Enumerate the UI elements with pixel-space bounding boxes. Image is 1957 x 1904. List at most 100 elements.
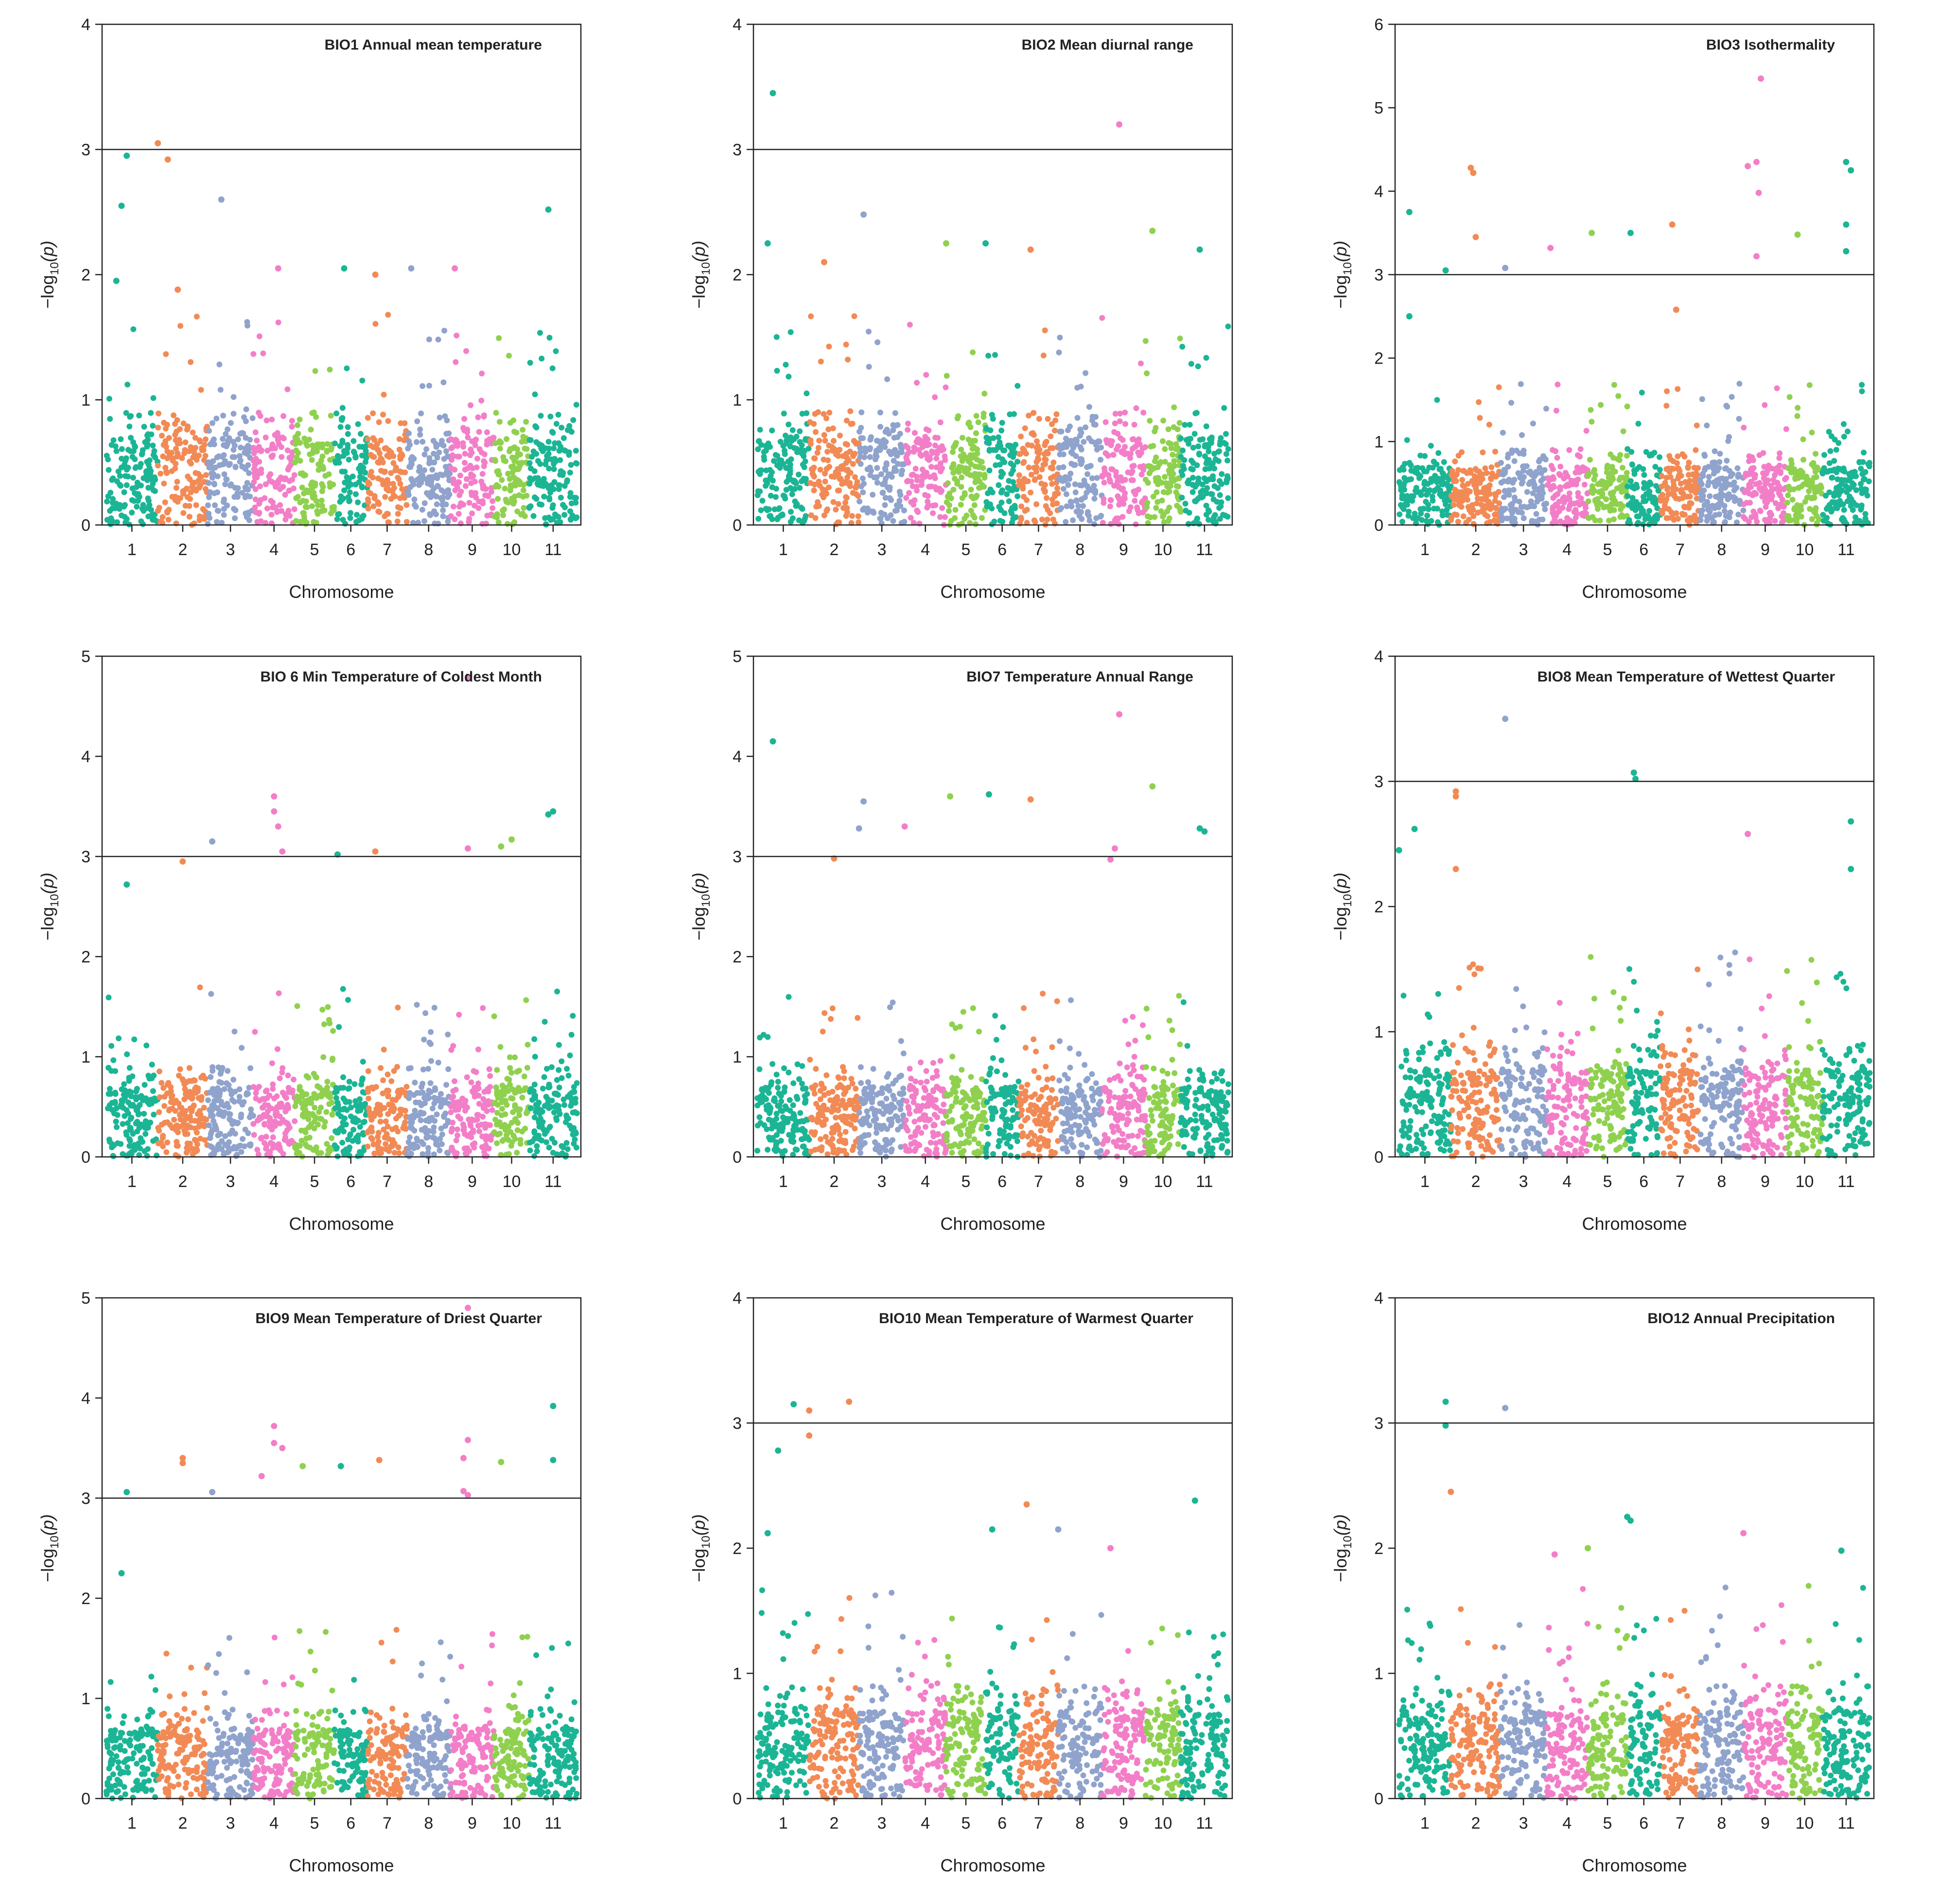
snp-point <box>1218 435 1224 441</box>
snp-point <box>1008 460 1014 467</box>
snp-point <box>933 464 940 471</box>
peak-point <box>408 265 415 272</box>
x-tick-label: 2 <box>829 541 839 559</box>
snp-point <box>341 487 348 493</box>
snp-point <box>266 473 272 479</box>
snp-point <box>143 1095 149 1101</box>
snp-point <box>1098 456 1104 463</box>
snp-point <box>933 455 940 462</box>
snp-point <box>1001 459 1008 465</box>
snp-point <box>545 451 552 457</box>
x-tick-label: 9 <box>468 541 477 559</box>
snp-point <box>1638 505 1644 511</box>
snp-point <box>376 509 383 515</box>
snp-point <box>439 437 445 444</box>
snp-point <box>140 521 146 527</box>
snp-point <box>943 384 949 390</box>
snp-point <box>1634 521 1641 527</box>
snp-point <box>238 444 244 451</box>
snp-point <box>1835 440 1842 446</box>
snp-point <box>360 512 367 519</box>
snp-point <box>196 483 203 489</box>
snp-point <box>1130 436 1136 442</box>
snp-point <box>1587 456 1593 463</box>
snp-point <box>910 472 916 478</box>
snp-point <box>458 489 464 495</box>
snp-point <box>1540 490 1546 496</box>
snp-point <box>403 519 410 525</box>
snp-point <box>1810 507 1817 514</box>
snp-point <box>106 1138 113 1145</box>
snp-point <box>868 434 874 440</box>
snp-point <box>258 518 264 524</box>
snp-point <box>434 475 440 481</box>
snp-point <box>134 1106 140 1112</box>
snp-point <box>294 1003 300 1009</box>
snp-point <box>791 445 798 451</box>
snp-point <box>1060 464 1066 470</box>
snp-point <box>1759 485 1765 491</box>
snp-point <box>906 490 912 496</box>
snp-point <box>134 1085 140 1092</box>
peak-point <box>113 278 120 284</box>
snp-point <box>1819 469 1826 475</box>
snp-point <box>187 496 193 502</box>
snp-point <box>1048 433 1054 439</box>
snp-point <box>450 444 455 450</box>
snp-point <box>1094 475 1100 481</box>
snp-point <box>305 1115 311 1121</box>
snp-point <box>238 1149 245 1155</box>
snp-point <box>223 431 229 437</box>
snp-point <box>250 445 257 451</box>
snp-point <box>837 447 843 453</box>
x-tick-label: 6 <box>997 541 1007 559</box>
snp-point <box>256 445 262 452</box>
snp-point <box>236 1086 243 1092</box>
snp-point <box>1730 471 1735 477</box>
snp-point <box>156 1128 162 1134</box>
snp-point <box>826 343 832 349</box>
snp-point <box>223 476 229 482</box>
snp-point <box>1862 511 1869 517</box>
snp-point <box>1127 455 1133 461</box>
snp-point <box>1083 370 1089 376</box>
snp-point <box>282 1108 289 1115</box>
snp-point <box>1408 462 1414 469</box>
snp-point <box>758 507 764 513</box>
peak-point <box>175 286 181 293</box>
snp-point <box>138 1093 144 1099</box>
snp-point <box>1067 499 1074 505</box>
snp-point <box>189 1078 195 1084</box>
snp-point <box>1091 495 1098 502</box>
snp-point <box>1132 444 1138 450</box>
snp-point <box>1013 514 1019 520</box>
peak-point <box>982 240 989 247</box>
snp-point <box>398 455 404 462</box>
snp-point <box>150 1138 157 1144</box>
snp-point <box>1677 480 1684 487</box>
snp-point <box>226 435 232 441</box>
snp-point <box>1416 475 1422 481</box>
snp-point <box>567 516 574 523</box>
snp-point <box>211 1098 218 1104</box>
snp-point <box>891 450 898 456</box>
snp-point <box>887 495 893 501</box>
snp-point <box>221 506 227 512</box>
snp-point <box>1768 483 1774 489</box>
snp-point <box>355 499 361 506</box>
snp-point <box>1555 491 1561 497</box>
snp-point <box>199 447 205 454</box>
snp-point <box>1571 501 1577 507</box>
snp-point <box>1670 478 1677 485</box>
y-axis-label-sub: 10 <box>48 262 61 275</box>
snp-point <box>205 521 211 527</box>
snp-point <box>1039 466 1045 472</box>
snp-point <box>937 419 944 425</box>
snp-point <box>870 491 876 498</box>
snp-point <box>207 515 213 521</box>
snp-point <box>1443 474 1449 480</box>
snp-point <box>1152 428 1158 435</box>
snp-point <box>164 448 171 454</box>
snp-point <box>1024 497 1030 503</box>
snp-point <box>857 445 863 451</box>
